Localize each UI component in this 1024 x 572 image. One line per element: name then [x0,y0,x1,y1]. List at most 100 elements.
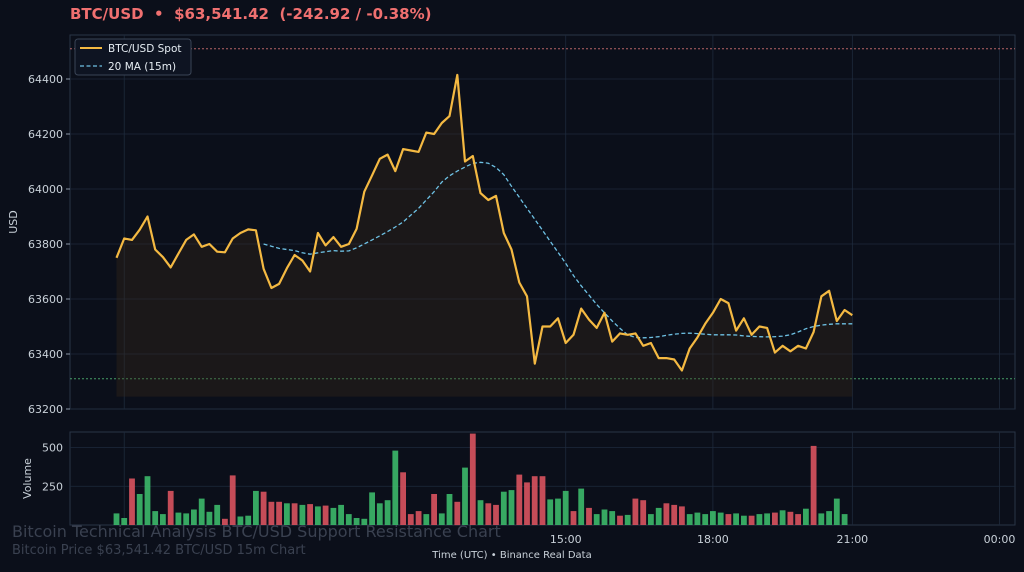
volume-xtick-label: 15:00 [550,533,582,546]
volume-bar-up [655,507,662,525]
volume-bar-up [353,518,360,525]
volume-bar-up [833,498,840,525]
volume-bar-up [152,511,159,525]
volume-bar-up [818,513,825,525]
data-source-label: Binance Real Data [499,550,592,561]
volume-bar-up [733,513,739,525]
ma-series-line [263,161,853,339]
legend-label-ma: 20 MA (15m) [108,61,176,73]
volume-bar-up [547,499,554,525]
volume-bar-up [593,514,600,525]
volume-bar-up [160,514,166,525]
volume-bar-down [810,445,817,525]
volume-bar-up [284,503,290,525]
volume-bar-up [717,512,724,525]
volume-bar-up [694,512,701,525]
volume-bar-up [764,513,770,525]
volume-bar-down [415,511,422,525]
volume-bar-up [315,506,321,525]
volume-bar-up [500,491,507,525]
volume-bar-up [183,513,190,525]
volume-bar-up [601,509,608,525]
volume-bar-up [803,508,809,525]
volume-bar-up [384,500,391,525]
volume-bar-down [787,511,794,525]
volume-bar-up [477,500,484,525]
volume-bar-up [299,504,306,525]
volume-bar-up [446,494,453,525]
volume-bar-down [431,494,437,525]
price-ytick-label: 64200 [28,128,63,141]
volume-bar-up [562,490,569,525]
volume-bar-down [167,490,174,525]
volume-bar-up [113,513,120,525]
volume-bar-up [438,513,445,525]
volume-bar-up [702,514,709,525]
volume-bar-down [663,503,670,525]
price-ytick-label: 63600 [28,293,63,306]
legend-label-spot: BTC/USD Spot [108,43,182,55]
volume-bar-up [206,511,213,525]
volume-bar-up [369,492,375,525]
volume-bar-down [570,511,577,525]
legend-box [74,38,192,76]
volume-bar-up [191,509,197,525]
volume-panel: 250 500 Volume 15:00 18:00 21:00 00:00 [21,431,1016,546]
volume-bar-down [129,478,135,525]
volume-bar-down [222,518,228,525]
price-ytick-label: 63400 [28,348,63,361]
volume-bar-up [826,511,832,525]
x-axis-separator: • [490,550,497,561]
price-ytick-label: 64000 [28,183,63,196]
volume-bar-up [237,516,244,525]
volume-bar-up [136,494,143,525]
symbol-label: BTC/USD [70,5,144,23]
volume-xtick-label: 00:00 [984,533,1016,546]
volume-bar-up [345,514,352,525]
volume-ytick-label: 250 [42,480,63,493]
price-panel: 63200 63400 63600 63800 64000 64200 64400 USD BT… [7,34,1016,416]
price-area-fill [116,74,853,397]
volume-y-axis-label: Volume [21,458,34,499]
x-axis-title: Time (UTC) [432,550,488,561]
change-label: (-242.92 / -0.38%) [279,5,432,23]
volume-bar-down [322,505,329,525]
volume-bar-up [779,510,786,525]
volume-bar-down [539,476,546,525]
volume-bar-up [841,514,848,525]
volume-bar-up [624,514,631,525]
x-axis-label: Time (UTC) • Binance Real Data [0,550,1024,561]
price-y-axis-label: USD [7,210,20,234]
volume-bar-up [175,512,182,525]
volume-bar-up [361,518,368,525]
volume-bar-down [268,501,275,526]
volume-bar-down [725,514,732,525]
volume-bar-down [748,515,755,525]
price-plot-area [69,34,1016,410]
volume-bar-down [524,482,530,525]
volume-bar-up [686,514,693,525]
volume-xtick-label: 18:00 [697,533,729,546]
volume-bar-down [632,498,639,525]
volume-bar-down [407,514,414,525]
volume-bar-up [253,490,259,525]
volume-bar-down [493,504,499,525]
volume-bar-down [679,506,685,525]
volume-bar-down [307,504,313,525]
volume-bar-down [586,507,592,525]
volume-bar-up [392,450,399,525]
volume-bar-down [772,512,778,525]
volume-bar-down [485,503,492,525]
price-series-line [115,73,853,372]
volume-bar-down [454,501,461,526]
volume-bar-up [578,488,585,525]
volume-bar-up [245,515,252,525]
volume-bar-down [276,501,282,526]
price-ytick-label: 64400 [28,73,63,86]
chart-title: BTC/USD • $63,541.42 (-242.92 / -0.38%) [70,5,431,23]
volume-bar-down [617,515,623,525]
volume-ytick-label: 500 [42,442,63,455]
volume-bar-down [260,491,267,525]
volume-bar-up [423,514,430,525]
